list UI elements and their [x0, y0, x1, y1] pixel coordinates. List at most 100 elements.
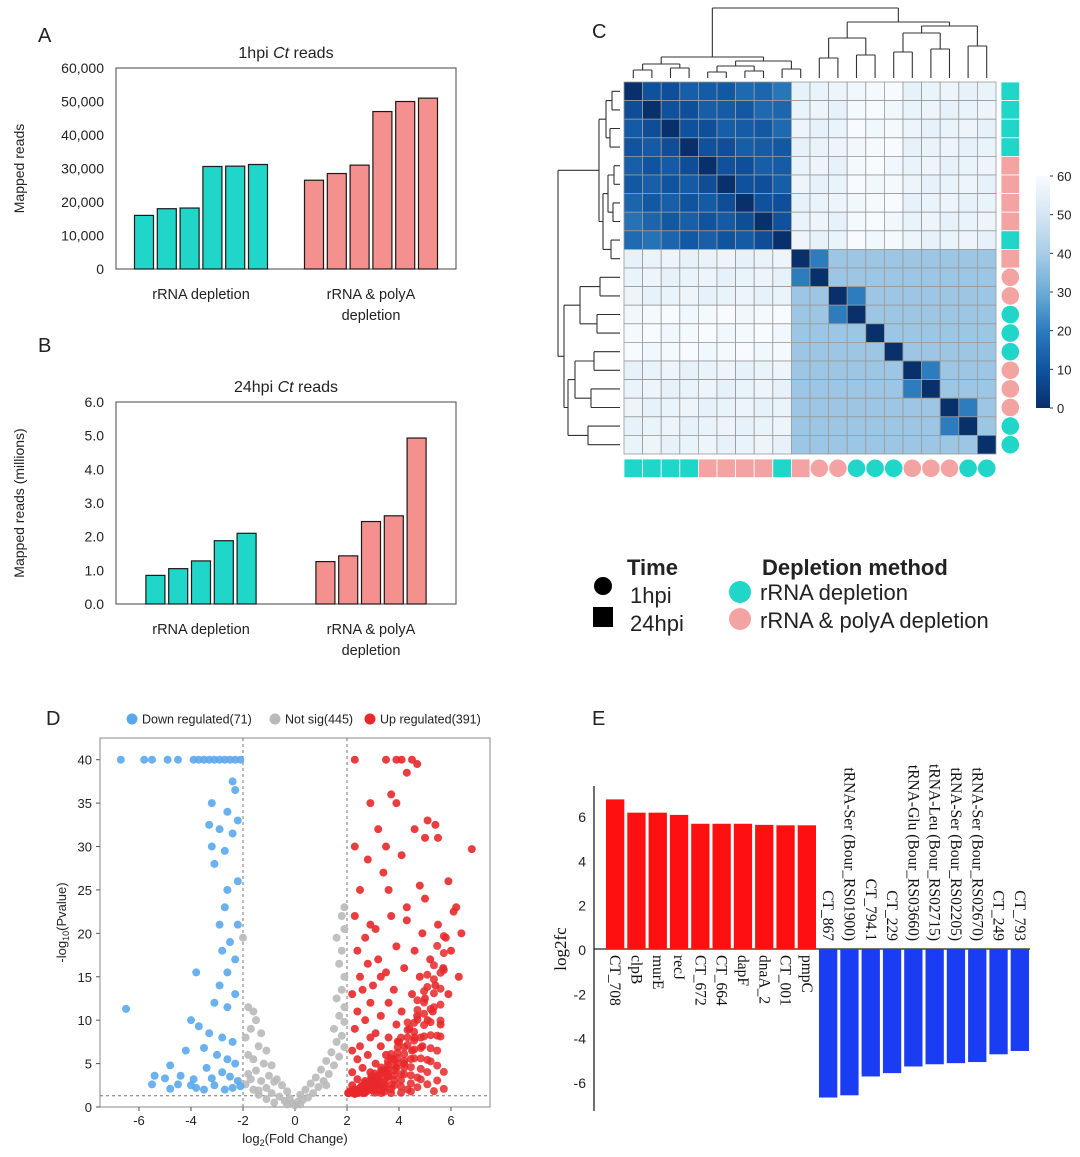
d-point-up — [397, 851, 406, 860]
heatmap-cell — [846, 379, 867, 399]
d-point-up — [363, 855, 372, 864]
heatmap-cell — [698, 286, 718, 306]
e-category-label: tRNA-Ser (Bour_RS01900) — [840, 767, 857, 941]
heatmap-cell — [642, 248, 662, 269]
heatmap-cell — [921, 397, 941, 418]
heatmap-cell — [977, 267, 997, 288]
heatmap-cell — [828, 286, 848, 306]
d-point-not-sig — [259, 1059, 268, 1068]
heatmap-cell — [791, 174, 811, 195]
heatmap-cell — [902, 379, 923, 399]
heatmap-cell — [865, 248, 885, 269]
d-point-down — [210, 859, 219, 868]
d-point-up — [396, 1070, 405, 1079]
col-annotation-square — [735, 458, 755, 479]
heatmap-cell — [698, 267, 718, 288]
e-category-label: clpB — [627, 955, 644, 984]
heatmap-cell — [679, 118, 699, 139]
heatmap-cell — [902, 100, 923, 120]
heatmap-cell — [884, 341, 904, 362]
d-point-up — [396, 1082, 405, 1091]
col-annotation-circle — [977, 459, 996, 478]
a-bar — [303, 179, 325, 270]
b-bar — [383, 515, 404, 605]
d-point-up — [350, 911, 359, 920]
d-point-up — [420, 987, 429, 996]
heatmap-cell — [716, 211, 737, 232]
col-annotation-square — [772, 458, 792, 479]
d-point-up — [426, 1018, 435, 1027]
legend-time-item: 1hpi — [630, 583, 672, 608]
heatmap-cell — [884, 379, 904, 399]
heatmap-cell — [846, 323, 867, 343]
heatmap-cell — [939, 341, 960, 362]
d-x-tick-label: 0 — [291, 1113, 298, 1128]
e-bar — [648, 812, 667, 949]
d-point-up — [387, 790, 396, 799]
heatmap-cell — [958, 248, 978, 269]
heatmap-cell — [642, 137, 662, 157]
col-annotation-circle — [903, 459, 922, 478]
d-point-up — [402, 903, 411, 912]
heatmap-cell — [679, 155, 699, 176]
heatmap-cell — [828, 379, 848, 399]
left-dendrogram-branch — [605, 100, 612, 139]
d-point-down — [192, 968, 201, 977]
d-point-down — [236, 1082, 245, 1091]
heatmap-cell — [884, 434, 904, 455]
heatmap-cell — [716, 118, 737, 139]
a-group-label: rRNA & polyA — [327, 287, 416, 303]
e-category-label: CT_794.1 — [862, 879, 879, 941]
col-annotation-circle — [847, 459, 866, 478]
heatmap-cell — [828, 323, 848, 343]
heatmap-cell — [939, 248, 960, 269]
heatmap-cell — [809, 379, 830, 399]
heatmap-cell — [846, 434, 867, 455]
a-bar — [247, 163, 269, 270]
heatmap-cell — [753, 174, 774, 195]
legend-polya-symbol — [729, 608, 751, 630]
a-y-tick: 10,000 — [61, 228, 104, 244]
heatmap-cell — [642, 341, 662, 362]
heatmap-cell — [902, 416, 923, 436]
d-point-down — [215, 981, 224, 990]
a-y-tick: 60,000 — [61, 60, 104, 76]
heatmap-cell — [828, 360, 848, 381]
panel-letter-b: B — [38, 335, 51, 357]
a-title: 1hpi Ct reads — [238, 45, 333, 62]
heatmap-cell — [939, 286, 960, 306]
heatmap-cell — [902, 286, 923, 306]
d-point-not-sig — [330, 1061, 338, 1070]
heatmap-cell — [939, 323, 960, 343]
heatmap-cell — [772, 230, 792, 250]
d-point-not-sig — [309, 1089, 318, 1098]
b-group-label: rRNA & polyA — [327, 622, 416, 638]
d-point-up — [447, 946, 455, 955]
heatmap-cell — [921, 248, 941, 269]
e-bar — [819, 949, 838, 1098]
heatmap-cell — [884, 267, 904, 288]
d-point-not-sig — [270, 1077, 279, 1086]
d-x-tick-label: 2 — [343, 1113, 350, 1128]
heatmap-cell — [679, 323, 699, 343]
d-point-up — [426, 1031, 435, 1040]
heatmap-cell — [809, 304, 830, 325]
row-annotation-circle — [1001, 305, 1020, 324]
heatmap-cell — [939, 118, 960, 139]
d-point-not-sig — [340, 1043, 349, 1052]
a-bar — [395, 100, 416, 270]
e-y-tick-label: -6 — [574, 1075, 587, 1091]
heatmap-cell — [623, 379, 644, 399]
heatmap-cell — [809, 230, 830, 250]
heatmap-cell — [958, 286, 978, 306]
d-point-up — [415, 881, 424, 890]
d-point-up — [433, 1061, 442, 1070]
heatmap-cell — [902, 267, 923, 288]
heatmap-cell — [735, 155, 755, 176]
heatmap-cell — [698, 118, 718, 139]
col-annotation-square — [791, 458, 811, 479]
d-point-up — [392, 942, 401, 951]
heatmap-cell — [791, 100, 811, 120]
e-bar — [840, 949, 859, 1096]
d-point-up — [444, 990, 453, 999]
